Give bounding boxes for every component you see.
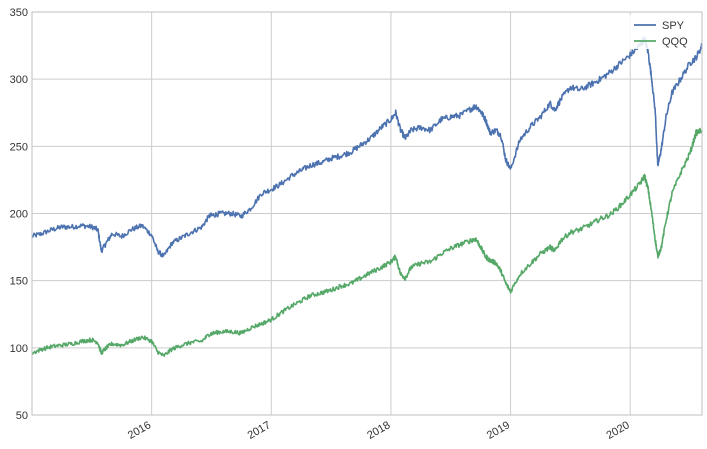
- y-axis: 50 100 150 200 250 300 350: [10, 7, 28, 422]
- x-tick-label: 2017: [246, 419, 273, 442]
- x-tick-label: 2016: [126, 419, 153, 442]
- legend-label-qqq: QQQ: [662, 36, 688, 48]
- x-axis: 2016 2017 2018 2019 2020: [126, 419, 632, 442]
- y-tick-label: 100: [10, 343, 28, 355]
- y-tick-label: 150: [10, 276, 28, 288]
- series-line-spy: [31, 36, 703, 258]
- x-tick-label: 2018: [365, 419, 392, 442]
- plot-border: [31, 11, 703, 416]
- y-tick-label: 350: [10, 7, 28, 19]
- legend: SPY QQQ: [628, 15, 700, 49]
- x-tick-label: 2019: [485, 419, 512, 442]
- series-line-qqq: [31, 127, 703, 358]
- grid-lines: [32, 11, 702, 416]
- y-tick-label: 300: [10, 74, 28, 86]
- y-tick-label: 200: [10, 209, 28, 221]
- x-tick-label: 2020: [605, 419, 632, 442]
- legend-box: [628, 15, 700, 49]
- legend-label-spy: SPY: [662, 20, 685, 32]
- y-tick-label: 50: [16, 410, 28, 422]
- y-tick-label: 250: [10, 141, 28, 153]
- series-layer: [31, 36, 703, 358]
